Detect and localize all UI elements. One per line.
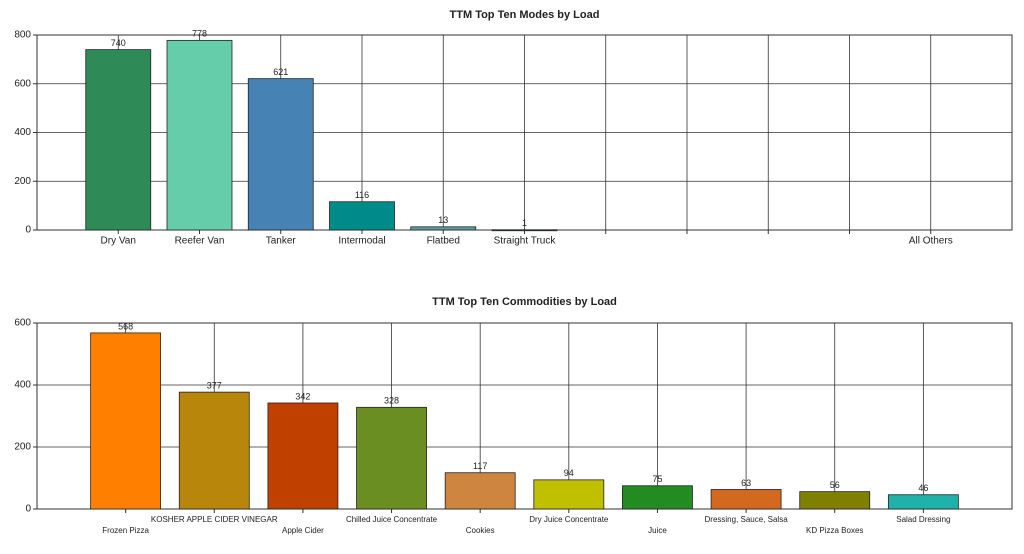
bar <box>622 485 693 510</box>
bar <box>887 494 959 510</box>
bar <box>444 472 516 510</box>
x-tick-label: Salad Dressing <box>896 515 950 524</box>
bar <box>356 406 427 510</box>
x-tick-label: Flatbed <box>427 236 460 247</box>
x-tick-label: Dressing, Sauce, Salsa <box>705 515 789 524</box>
x-tick-label: Reefer Van <box>175 236 225 247</box>
bar <box>799 491 871 510</box>
x-tick-label: Dry Juice Concentrate <box>529 515 609 524</box>
value-label: 75 <box>652 474 662 484</box>
value-label: 56 <box>830 480 840 490</box>
bar <box>90 332 162 510</box>
value-label: 377 <box>207 381 222 391</box>
value-label: 621 <box>273 67 288 77</box>
y-tick-label: 600 <box>14 318 31 329</box>
bar <box>166 39 233 231</box>
value-label: 46 <box>918 483 928 493</box>
value-label: 568 <box>118 321 133 331</box>
x-tick-label: KD Pizza Boxes <box>806 526 863 535</box>
y-tick-label: 0 <box>25 504 31 515</box>
bar <box>533 479 605 510</box>
y-tick-label: 600 <box>14 78 31 89</box>
value-label: 1 <box>522 218 527 228</box>
bar <box>267 402 339 510</box>
bar <box>247 78 314 231</box>
x-tick-label: Dry Van <box>101 236 136 247</box>
value-label: 94 <box>564 468 574 478</box>
y-tick-label: 400 <box>14 380 31 391</box>
chart-title: TTM Top Ten Modes by Load <box>450 9 600 21</box>
x-tick-label: Frozen Pizza <box>102 526 149 535</box>
bar <box>85 49 152 231</box>
y-tick-label: 200 <box>14 176 31 187</box>
y-tick-label: 800 <box>14 30 31 41</box>
x-tick-label: Cookies <box>466 526 495 535</box>
value-label: 63 <box>741 478 751 488</box>
bar <box>491 229 558 232</box>
x-tick-label: Apple Cider <box>282 526 324 535</box>
y-tick-label: 0 <box>25 225 31 236</box>
value-label: 117 <box>473 461 487 471</box>
value-label: 342 <box>295 391 310 401</box>
x-tick-label: Juice <box>648 526 667 535</box>
value-label: 328 <box>384 396 399 406</box>
value-label: 13 <box>438 215 448 225</box>
bar <box>329 201 395 231</box>
x-tick-label: KOSHER APPLE CIDER VINEGAR <box>151 515 278 524</box>
y-tick-label: 400 <box>14 127 31 138</box>
bar <box>178 391 250 510</box>
chart-title: TTM Top Ten Commodities by Load <box>432 296 617 308</box>
y-tick-label: 200 <box>14 442 31 453</box>
bar <box>410 226 477 231</box>
bar <box>710 489 782 510</box>
x-tick-label: All Others <box>909 236 953 247</box>
value-label: 778 <box>192 29 207 39</box>
x-tick-label: Straight Truck <box>494 236 557 247</box>
value-label: 116 <box>355 190 369 200</box>
value-label: 740 <box>111 38 126 48</box>
x-tick-label: Chilled Juice Concentrate <box>346 515 438 524</box>
x-tick-label: Tanker <box>266 236 297 247</box>
x-tick-label: Intermodal <box>338 236 385 247</box>
